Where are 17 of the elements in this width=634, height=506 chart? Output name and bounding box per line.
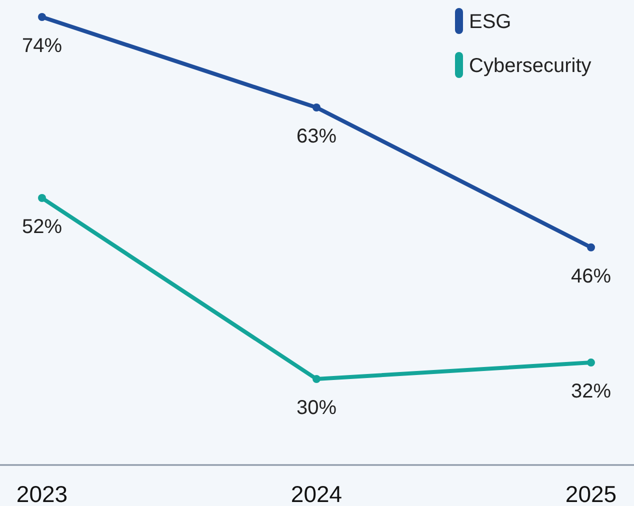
point xyxy=(38,13,46,21)
data-label: 46% xyxy=(570,265,612,288)
data-label: 52% xyxy=(22,216,62,238)
x-tick-label: 2024 xyxy=(290,481,342,506)
data-label: 74% xyxy=(22,35,62,57)
point xyxy=(312,375,320,383)
x-tick-label: 2023 xyxy=(16,481,68,506)
point xyxy=(587,358,595,367)
x-tick-label: 2025 xyxy=(565,481,617,506)
point xyxy=(38,194,46,202)
legend-label: Cybersecurity xyxy=(469,55,592,77)
point xyxy=(587,243,595,252)
data-label: 63% xyxy=(296,126,337,148)
point xyxy=(312,104,320,112)
data-label: 30% xyxy=(296,397,337,419)
data-label: 32% xyxy=(570,380,612,403)
legend-label: ESG xyxy=(469,11,512,33)
